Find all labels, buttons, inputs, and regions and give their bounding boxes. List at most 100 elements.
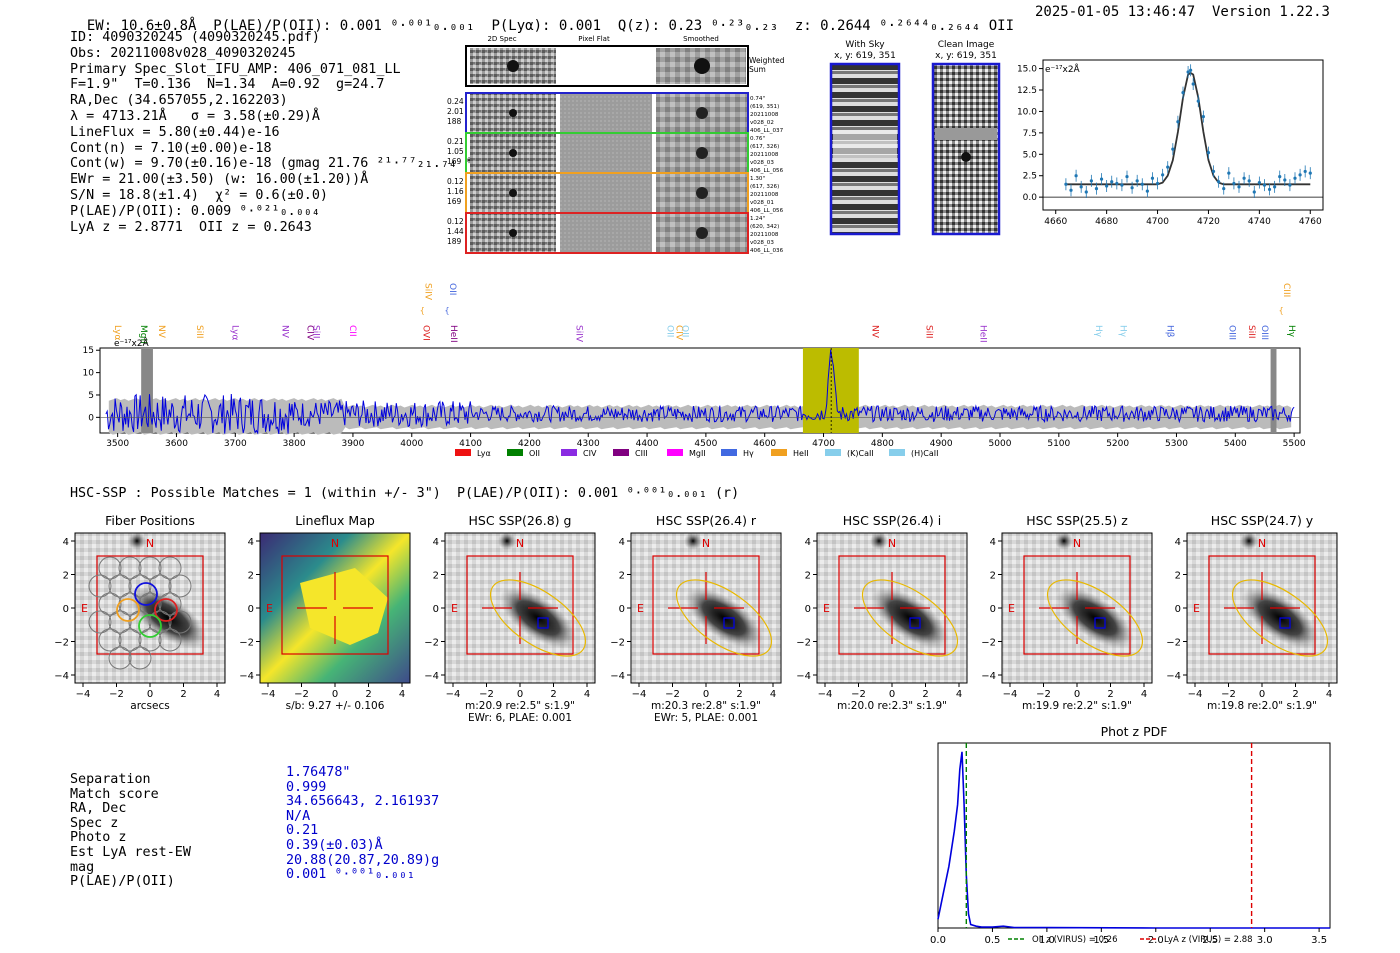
match-label: RA, Dec [70,801,127,817]
fiber-circle [158,556,182,580]
y-tick-label: −4 [424,671,439,682]
match-label: Photo z [70,830,127,846]
y-tick-label: 4 [990,537,996,548]
cutout-right-info: (620, 342) [750,224,779,230]
x-tick-label: 2 [365,689,371,700]
data-point [1222,186,1226,191]
x-tick-label: 4900 [930,439,953,449]
legend-swatch [507,449,523,456]
data-point [1288,183,1292,187]
info-line: RA,Dec (34.657055,2.162203) [70,93,288,109]
x-tick-label: 3.5 [1311,935,1327,946]
svg-text:Sum: Sum [749,65,766,74]
match-value: 0.001 ⁰·⁰⁰¹₀.₀₀₁ [286,867,415,883]
fiber-circle [108,610,132,634]
x-tick-label: 3700 [224,439,247,449]
fiber-circle [168,574,192,598]
y-tick-label: −2 [610,638,625,649]
data-point [1267,187,1272,192]
cutout-source-smoothed [696,147,708,159]
y-tick-label: 4 [248,537,254,548]
x-tick-label: 4 [770,689,776,700]
aperture-box [1208,555,1316,655]
fiber-highlight [134,582,158,606]
y-tick-label: 7.5 [1023,129,1037,139]
cutout-left-stat: 1.44 [447,227,464,236]
y-tick-label: 15 [83,346,94,356]
x-tick-label: 4700 [812,439,835,449]
panel-title: HSC SSP(24.7) y [1211,513,1314,528]
y-tick-label: −2 [796,638,811,649]
pdf-marks: 0.0 0.5 1.0 1.5 2.0 2.5 3.0 3.5 OII z (VIRUS) = … [930,743,1330,946]
cutout-source-smoothed [696,187,708,199]
fiber-circle [98,628,122,652]
match-value: 0.21 [286,823,319,839]
fiber-circle [168,610,192,634]
x-tick-label: 4300 [577,439,600,449]
cutout-source [509,109,517,117]
x-tick-label: −2 [851,689,866,700]
cutout-left-stat: 0.24 [447,97,464,106]
legend-label: Lyα [477,449,491,458]
cutout-right-info: v028_03 [750,240,774,246]
match-value: 1.76478" [286,765,351,780]
x-tick-label: 2 [180,689,186,700]
data-point [1069,188,1073,192]
y-tick-label: −2 [424,638,439,649]
zoom-plot-frame [1042,59,1324,211]
info-line: Obs: 20211008v028_4090320245 [70,45,296,61]
x-tick-label: 0 [1259,689,1265,700]
cutout-right-info: 1.24" [750,216,765,222]
data-point [1191,82,1195,86]
y-tick-label: 2 [1175,571,1181,582]
star-blob [498,532,516,550]
col-title-2dspec: 2D Spec [487,35,516,43]
info-line: P(LAE)/P(OII): 0.009 ⁰·⁰²¹₀.₀₀₄ [70,203,320,219]
fiber-circle [128,574,152,598]
hsc-panel-5: HSC SSP(25.5) z N E −4 −2 0 2 4 4 2 0 −2 −4 m:19.9 re… [981,513,1153,712]
x-tick-label: 2 [550,689,556,700]
x-tick-label: −4 [1188,689,1203,700]
cutout-left-stat: 188 [447,117,462,126]
fiber-circle [88,574,112,598]
data-point [1227,171,1231,175]
line-marker-label: CIV [305,325,315,341]
legend-swatch [721,449,737,456]
summary-text: EW: 10.6±0.8Å P(LAE)/P(OII): 0.001 ⁰·⁰⁰¹… [86,18,1015,34]
x-tick-label: 4200 [518,439,541,449]
cutout-right-info: 406_LL_056 [750,208,784,214]
star-blob [1055,532,1073,550]
line-marker-label: NV [156,325,166,339]
x-tick-label: −2 [294,689,309,700]
x-tick-label: 0 [703,689,709,700]
cutout-right-info: (617, 326) [750,144,779,150]
data-point [1262,183,1267,187]
panel-title: Lineflux Map [295,513,375,528]
legend-label: LyA z (VIRUS) = 2.88 [1164,935,1253,945]
y-tick-label: 4 [63,537,69,548]
north-label: N [888,537,896,550]
data-point [1293,176,1297,180]
y-tick-label: 5.0 [1023,150,1038,160]
east-label: E [451,602,458,615]
hsc-panel-row: Fiber Positions N E −4 −2 0 2 4 4 2 0 −2 −4 arcsecs Li… [54,513,1338,724]
line-marker-label: SiIV [422,283,432,301]
fiber-circle [158,592,182,616]
data-point [1242,176,1246,180]
pdf-plot-frame [937,742,1331,929]
x-tick-label: 5000 [989,439,1012,449]
x-tick-label: −4 [76,689,91,700]
cutout-right-info: 406_LL_036 [750,248,784,254]
data-point [1161,173,1165,177]
y-tick-label: 10.0 [1017,107,1037,117]
panel-caption: m:19.9 re:2.2" s:1.9" [1022,700,1132,712]
line-marker-label: CIII [1281,283,1291,297]
with-sky-coords: x, y: 619, 351 [834,51,896,61]
fiber-circle [148,574,172,598]
cutout-pixelflat [560,174,652,212]
info-line: Cont(n) = 7.10(±0.00)e-18 [70,140,272,156]
fiber-highlight [116,598,140,622]
cutout-right-info: (617, 326) [750,184,779,190]
hsc-panel-4: HSC SSP(26.4) i N E −4 −2 0 2 4 4 2 0 −2 −4 m:20.0 re… [796,513,968,712]
data-point [1079,185,1083,189]
